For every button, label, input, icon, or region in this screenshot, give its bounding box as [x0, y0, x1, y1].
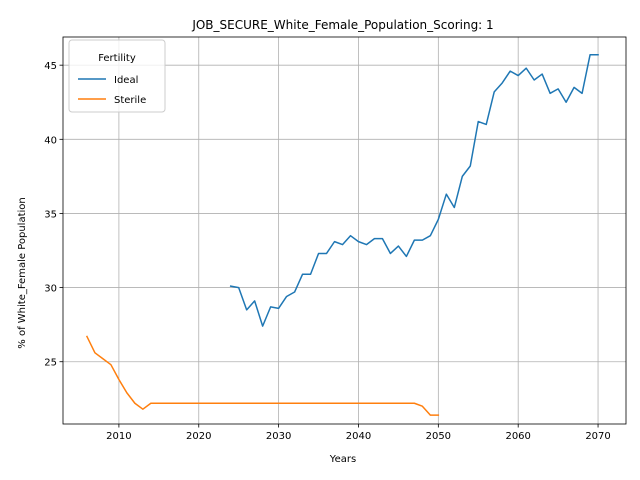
series-line-sterile	[85, 335, 440, 416]
y-tick-label: 35	[44, 209, 57, 220]
series-layer	[85, 54, 599, 416]
x-tick-label: 2030	[266, 431, 291, 442]
plot-frame	[62, 36, 627, 425]
x-tick-label: 2040	[346, 431, 371, 442]
legend-label-ideal: Ideal	[114, 75, 138, 86]
x-tick-label: 2050	[426, 431, 451, 442]
x-tick-label: 2070	[585, 431, 610, 442]
legend: Fertility Ideal Sterile	[68, 39, 166, 113]
x-tick-label: 2010	[106, 431, 131, 442]
x-axis: 2010 2020 2030 2040 2050 2060 2070	[106, 424, 611, 442]
legend-label-sterile: Sterile	[114, 95, 146, 106]
grid-lines	[63, 37, 626, 424]
y-tick-label: 45	[44, 61, 57, 72]
x-tick-label: 2020	[186, 431, 211, 442]
legend-title: Fertility	[98, 53, 136, 64]
legend-box	[68, 39, 166, 113]
y-tick-label: 30	[44, 284, 57, 295]
y-tick-label: 25	[44, 358, 57, 369]
y-axis: 25 30 35 40 45	[44, 61, 63, 369]
series-line-ideal	[229, 54, 599, 327]
y-tick-label: 40	[44, 135, 57, 146]
chart-title: JOB_SECURE_White_Female_Population_Scori…	[191, 18, 493, 32]
x-tick-label: 2060	[505, 431, 530, 442]
y-axis-label: % of White_Female Population	[17, 197, 28, 348]
x-axis-label: Years	[329, 454, 356, 465]
